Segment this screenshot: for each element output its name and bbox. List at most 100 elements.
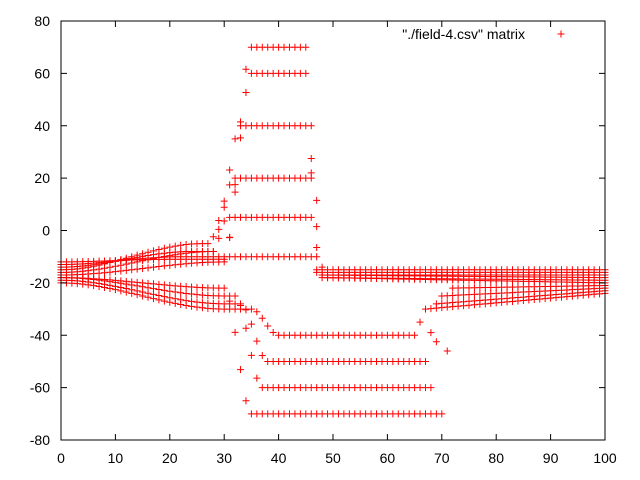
x-tick-label: 10 <box>108 450 124 466</box>
y-tick-label: 80 <box>34 13 50 29</box>
data-point <box>133 291 141 299</box>
data-point <box>226 234 234 242</box>
y-tick-label: -60 <box>30 380 50 396</box>
y-tick-label: -20 <box>30 275 50 291</box>
data-point <box>133 258 141 266</box>
x-tick-label: 50 <box>325 450 341 466</box>
plot-frame <box>60 20 606 441</box>
data-point <box>220 284 228 292</box>
data-point <box>182 241 190 249</box>
data-point <box>144 264 152 272</box>
x-tick-label: 60 <box>380 450 396 466</box>
data-point <box>166 298 174 306</box>
data-point <box>220 258 228 266</box>
data-point <box>149 255 157 263</box>
data-point <box>313 196 321 204</box>
data-point <box>144 256 152 264</box>
data-point <box>307 154 315 162</box>
data-point <box>427 384 435 392</box>
y-tick-label: -80 <box>30 432 50 448</box>
data-point <box>79 280 87 288</box>
data-point <box>438 410 446 418</box>
data-point <box>117 267 125 275</box>
data-point <box>253 374 261 382</box>
data-point <box>155 263 163 271</box>
data-point <box>160 244 168 252</box>
data-point <box>313 223 321 231</box>
y-tick-label: 40 <box>34 118 50 134</box>
data-point <box>133 265 141 273</box>
data-point <box>302 69 310 77</box>
data-point <box>144 293 152 301</box>
y-tick-label: 60 <box>34 65 50 81</box>
data-point <box>242 397 250 405</box>
data-point <box>177 250 185 258</box>
data-point <box>139 257 147 265</box>
data-point <box>443 347 451 355</box>
y-tick-label: -40 <box>30 327 50 343</box>
data-point <box>318 263 326 271</box>
data-point <box>177 300 185 308</box>
data-point <box>171 261 179 269</box>
data-point <box>101 269 109 277</box>
data-point <box>122 260 130 268</box>
y-axis: -80 -60 -40 -20 0 20 40 60 80 <box>30 13 605 448</box>
data-point <box>90 282 98 290</box>
data-point <box>182 289 190 297</box>
data-point <box>149 263 157 271</box>
data-point <box>101 283 109 291</box>
data-point <box>253 337 261 345</box>
data-point <box>209 247 217 255</box>
data-point <box>171 288 179 296</box>
data-point <box>155 246 163 254</box>
data-point <box>307 122 315 130</box>
data-point <box>237 134 245 142</box>
data-point <box>247 320 255 328</box>
data-point <box>166 261 174 269</box>
data-point <box>155 296 163 304</box>
data-point <box>122 254 130 262</box>
data-point <box>84 281 92 289</box>
data-point <box>313 244 321 252</box>
data-point <box>226 181 234 189</box>
data-point <box>122 266 130 274</box>
data-point <box>128 266 136 274</box>
data-point <box>160 286 168 294</box>
x-tick-label: 100 <box>593 450 617 466</box>
data-point <box>313 253 321 261</box>
x-tick-label: 20 <box>162 450 178 466</box>
data-point <box>171 251 179 259</box>
data-point <box>253 308 261 316</box>
data-point <box>416 318 424 326</box>
data-point <box>204 240 212 248</box>
data-point <box>166 252 174 260</box>
data-point <box>95 282 103 290</box>
data-point <box>122 288 130 296</box>
data-point <box>182 301 190 309</box>
data-point <box>171 299 179 307</box>
legend: "./field-4.csv" matrix <box>402 26 565 42</box>
data-point <box>427 329 435 337</box>
data-point <box>302 43 310 51</box>
data-point <box>269 329 277 337</box>
data-points <box>57 43 609 418</box>
data-point <box>106 285 114 293</box>
data-point <box>209 233 217 241</box>
data-point <box>307 174 315 182</box>
legend-marker-symbol <box>557 30 565 38</box>
data-point <box>144 248 152 256</box>
data-point <box>307 213 315 221</box>
data-point <box>111 286 119 294</box>
data-point <box>411 331 419 339</box>
data-point <box>111 268 119 276</box>
data-point <box>128 259 136 267</box>
data-point <box>128 253 136 261</box>
data-point <box>171 242 179 250</box>
legend-label: "./field-4.csv" matrix <box>402 26 525 42</box>
data-point <box>177 289 185 297</box>
data-point <box>237 366 245 374</box>
data-point <box>247 305 255 313</box>
data-point <box>258 351 266 359</box>
data-point <box>155 286 163 294</box>
